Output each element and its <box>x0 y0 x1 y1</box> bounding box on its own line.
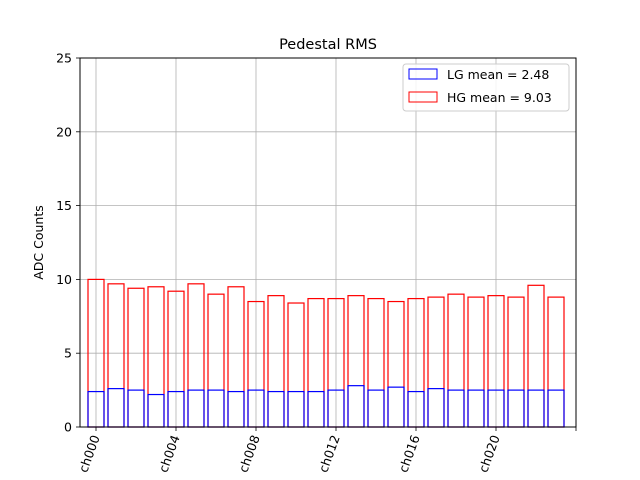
lg-bar-ch022 <box>527 389 545 428</box>
lg-bars <box>87 385 565 428</box>
lg-bar-ch001 <box>107 388 125 428</box>
hg-bar-ch006 <box>207 293 225 428</box>
legend-box <box>402 63 570 112</box>
hg-bar-ch005 <box>187 283 205 428</box>
lg-bar-ch018 <box>447 389 465 428</box>
lg-bar-ch014 <box>367 389 385 428</box>
hg-bar-ch011 <box>307 297 325 428</box>
legend-swatch-hg <box>408 91 438 103</box>
hg-bar-ch013 <box>347 295 365 428</box>
hg-bar-ch007 <box>227 286 245 428</box>
lg-bar-ch013 <box>347 385 365 428</box>
lg-bar-ch009 <box>267 390 285 428</box>
legend-label-lg: LG mean = 2.48 <box>447 67 549 82</box>
y-tick-label: 25 <box>56 51 72 66</box>
legend-label-hg: HG mean = 9.03 <box>447 90 552 105</box>
y-tick-label: 5 <box>64 346 72 361</box>
hg-bar-ch017 <box>427 296 445 428</box>
x-tick-label: ch012 <box>316 433 343 474</box>
hg-bar-ch019 <box>467 296 485 428</box>
lg-bar-ch011 <box>307 390 325 428</box>
lg-bar-ch015 <box>387 386 405 428</box>
lg-bar-ch019 <box>467 389 485 428</box>
lg-bar-ch023 <box>547 389 565 428</box>
hg-bar-ch018 <box>447 293 465 428</box>
y-tick-label: 0 <box>64 420 72 435</box>
hg-bar-ch014 <box>367 297 385 428</box>
hg-bar-ch009 <box>267 295 285 428</box>
hg-bar-ch003 <box>147 286 165 428</box>
hg-bar-ch015 <box>387 300 405 428</box>
plot-frame <box>79 57 577 428</box>
y-axis: 0 5 10 15 20 25 <box>56 51 80 435</box>
lg-bar-ch006 <box>207 389 225 428</box>
chart-title: Pedestal RMS <box>279 37 377 53</box>
hg-bar-ch001 <box>107 283 125 428</box>
hg-bar-ch023 <box>547 296 565 428</box>
lg-bar-ch007 <box>227 390 245 428</box>
y-tick-label: 20 <box>56 124 72 139</box>
y-axis-label: ADC Counts <box>31 205 46 280</box>
lg-bar-ch017 <box>427 388 445 428</box>
x-tick-label: ch004 <box>156 433 183 474</box>
lg-bar-ch021 <box>507 389 525 428</box>
x-tick-label: ch008 <box>236 433 263 474</box>
hg-bar-ch002 <box>127 287 145 428</box>
hg-bar-ch021 <box>507 296 525 428</box>
hg-bar-ch022 <box>527 284 545 428</box>
lg-bar-ch002 <box>127 389 145 428</box>
legend-swatch-lg <box>408 68 438 80</box>
y-tick-label: 15 <box>56 198 72 213</box>
x-tick-label: ch000 <box>76 433 103 474</box>
y-tick-label: 10 <box>56 272 72 287</box>
x-tick-label: ch016 <box>396 433 423 474</box>
lg-bar-ch003 <box>147 393 165 428</box>
x-tick-label: ch020 <box>476 433 503 474</box>
lg-bar-ch010 <box>287 390 305 428</box>
lg-bar-ch005 <box>187 389 205 428</box>
legend: LG mean = 2.48 HG mean = 9.03 <box>402 63 570 112</box>
x-axis: ch000 ch004 ch008 ch012 ch016 ch020 <box>76 427 577 474</box>
hg-bar-ch010 <box>287 302 305 428</box>
